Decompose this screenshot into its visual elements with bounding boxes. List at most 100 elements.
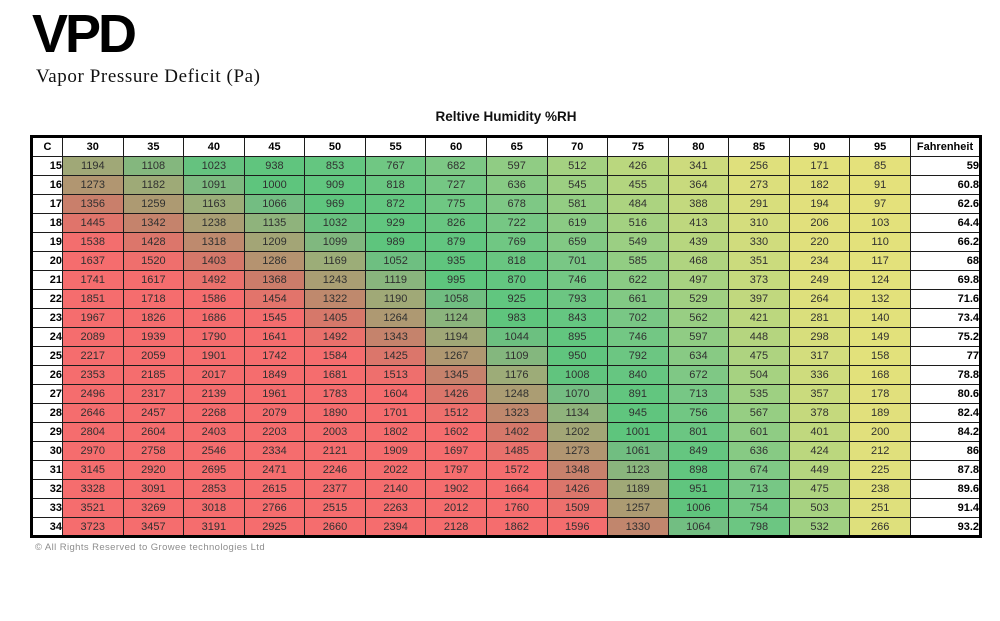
vpd-cell: 1135	[243, 213, 306, 233]
fahrenheit-value: 91.4	[910, 498, 981, 518]
table-row: 32 3328 3091 2853 2615 2377 2140 1902 1664 1426 11…	[31, 479, 981, 499]
vpd-cell: 124	[849, 270, 911, 290]
rh-column-header: 90	[788, 136, 851, 157]
vpd-cell: 2334	[243, 441, 306, 461]
celsius-value: 34	[31, 517, 63, 537]
vpd-cell: 1202	[546, 422, 609, 442]
fahrenheit-value: 84.2	[910, 422, 981, 442]
fahrenheit-value: 89.6	[910, 479, 981, 499]
vpd-cell: 2353	[62, 365, 124, 385]
vpd-cell: 969	[304, 194, 366, 214]
fahrenheit-value: 60.8	[910, 175, 981, 195]
vpd-cell: 1681	[304, 365, 366, 385]
vpd-cell: 2017	[183, 365, 245, 385]
vpd-cell: 1454	[243, 289, 306, 309]
vpd-cell: 1405	[304, 308, 366, 328]
vpd-cell: 1545	[243, 308, 306, 328]
vpd-cell: 756	[667, 403, 730, 423]
vpd-cell: 2079	[243, 403, 306, 423]
vpd-cell: 1342	[122, 213, 185, 233]
table-row: 15 1194 1108 1023 938 853 767 682 597 512 426 341 25…	[31, 156, 981, 176]
celsius-value: 16	[31, 175, 63, 195]
vpd-cell: 1099	[304, 232, 366, 252]
vpd-cell: 661	[607, 289, 669, 309]
vpd-logo: VPD	[32, 4, 137, 64]
vpd-cell: 264	[788, 289, 851, 309]
vpd-cell: 1862	[485, 517, 548, 537]
vpd-cell: 3269	[122, 498, 185, 518]
vpd-cell: 1572	[485, 460, 548, 480]
fahrenheit-value: 68	[910, 251, 981, 271]
vpd-cell: 194	[788, 194, 851, 214]
vpd-cell: 840	[607, 365, 669, 385]
table-row: 20 1637 1520 1403 1286 1169 1052 935 818 701 585 46…	[31, 251, 981, 271]
vpd-cell: 1243	[304, 270, 366, 290]
vpd-cell: 2022	[364, 460, 427, 480]
vpd-cell: 1348	[546, 460, 609, 480]
vpd-cell: 1000	[243, 175, 306, 195]
vpd-cell: 1070	[546, 384, 609, 404]
vpd-cell: 722	[485, 213, 548, 233]
celsius-value: 31	[31, 460, 63, 480]
rh-column-header: 85	[728, 136, 790, 157]
fahrenheit-column-header: Fahrenheit	[910, 136, 981, 157]
vpd-cell: 1190	[364, 289, 427, 309]
vpd-cell: 503	[788, 498, 851, 518]
vpd-cell: 826	[425, 213, 487, 233]
vpd-cell: 935	[425, 251, 487, 271]
vpd-cell: 1520	[122, 251, 185, 271]
relative-humidity-axis-title: Reltive Humidity %RH	[435, 109, 577, 124]
fahrenheit-value: 82.4	[910, 403, 981, 423]
vpd-cell: 2660	[304, 517, 366, 537]
vpd-cell: 929	[364, 213, 427, 233]
table-row: 30 2970 2758 2546 2334 2121 1909 1697 1485 1273 10…	[31, 441, 981, 461]
vpd-cell: 597	[667, 327, 730, 347]
vpd-cell: 567	[728, 403, 790, 423]
vpd-cell: 1345	[425, 365, 487, 385]
vpd-cell: 545	[546, 175, 609, 195]
vpd-cell: 622	[607, 270, 669, 290]
vpd-cell: 801	[667, 422, 730, 442]
vpd-cell: 2089	[62, 327, 124, 347]
celsius-value: 20	[31, 251, 63, 271]
rh-column-header: 30	[62, 136, 124, 157]
vpd-cell: 1163	[183, 194, 245, 214]
vpd-cell: 1851	[62, 289, 124, 309]
vpd-cell: 357	[788, 384, 851, 404]
vpd-cell: 424	[788, 441, 851, 461]
vpd-cell: 1402	[485, 422, 548, 442]
vpd-cell: 1119	[364, 270, 427, 290]
vpd-cell: 2394	[364, 517, 427, 537]
vpd-cell: 2766	[243, 498, 306, 518]
vpd-cell: 1194	[425, 327, 487, 347]
vpd-cell: 983	[485, 308, 548, 328]
rh-column-header: 70	[546, 136, 609, 157]
fahrenheit-value: 87.8	[910, 460, 981, 480]
rh-column-header: 45	[243, 136, 306, 157]
vpd-cell: 1513	[364, 365, 427, 385]
vpd-cell: 2317	[122, 384, 185, 404]
vpd-cell: 1064	[667, 517, 730, 537]
vpd-cell: 1124	[425, 308, 487, 328]
vpd-cell: 1492	[304, 327, 366, 347]
vpd-cell: 1741	[62, 270, 124, 290]
table-body: 15 1194 1108 1023 938 853 767 682 597 512 426 341 25…	[31, 156, 981, 537]
vpd-cell: 512	[546, 156, 609, 176]
vpd-cell: 132	[849, 289, 911, 309]
celsius-value: 25	[31, 346, 63, 366]
vpd-cell: 2457	[122, 403, 185, 423]
vpd-cell: 853	[304, 156, 366, 176]
vpd-cell: 256	[728, 156, 790, 176]
vpd-cell: 1802	[364, 422, 427, 442]
vpd-cell: 1428	[122, 232, 185, 252]
vpd-cell: 529	[667, 289, 730, 309]
celsius-value: 23	[31, 308, 63, 328]
table-row: 28 2646 2457 2268 2079 1890 1701 1512 1323 1134 94…	[31, 403, 981, 423]
vpd-cell: 1512	[425, 403, 487, 423]
vpd-cell: 1890	[304, 403, 366, 423]
vpd-cell: 1238	[183, 213, 245, 233]
vpd-cell: 636	[485, 175, 548, 195]
vpd-cell: 2546	[183, 441, 245, 461]
vpd-cell: 535	[728, 384, 790, 404]
vpd-cell: 212	[849, 441, 911, 461]
